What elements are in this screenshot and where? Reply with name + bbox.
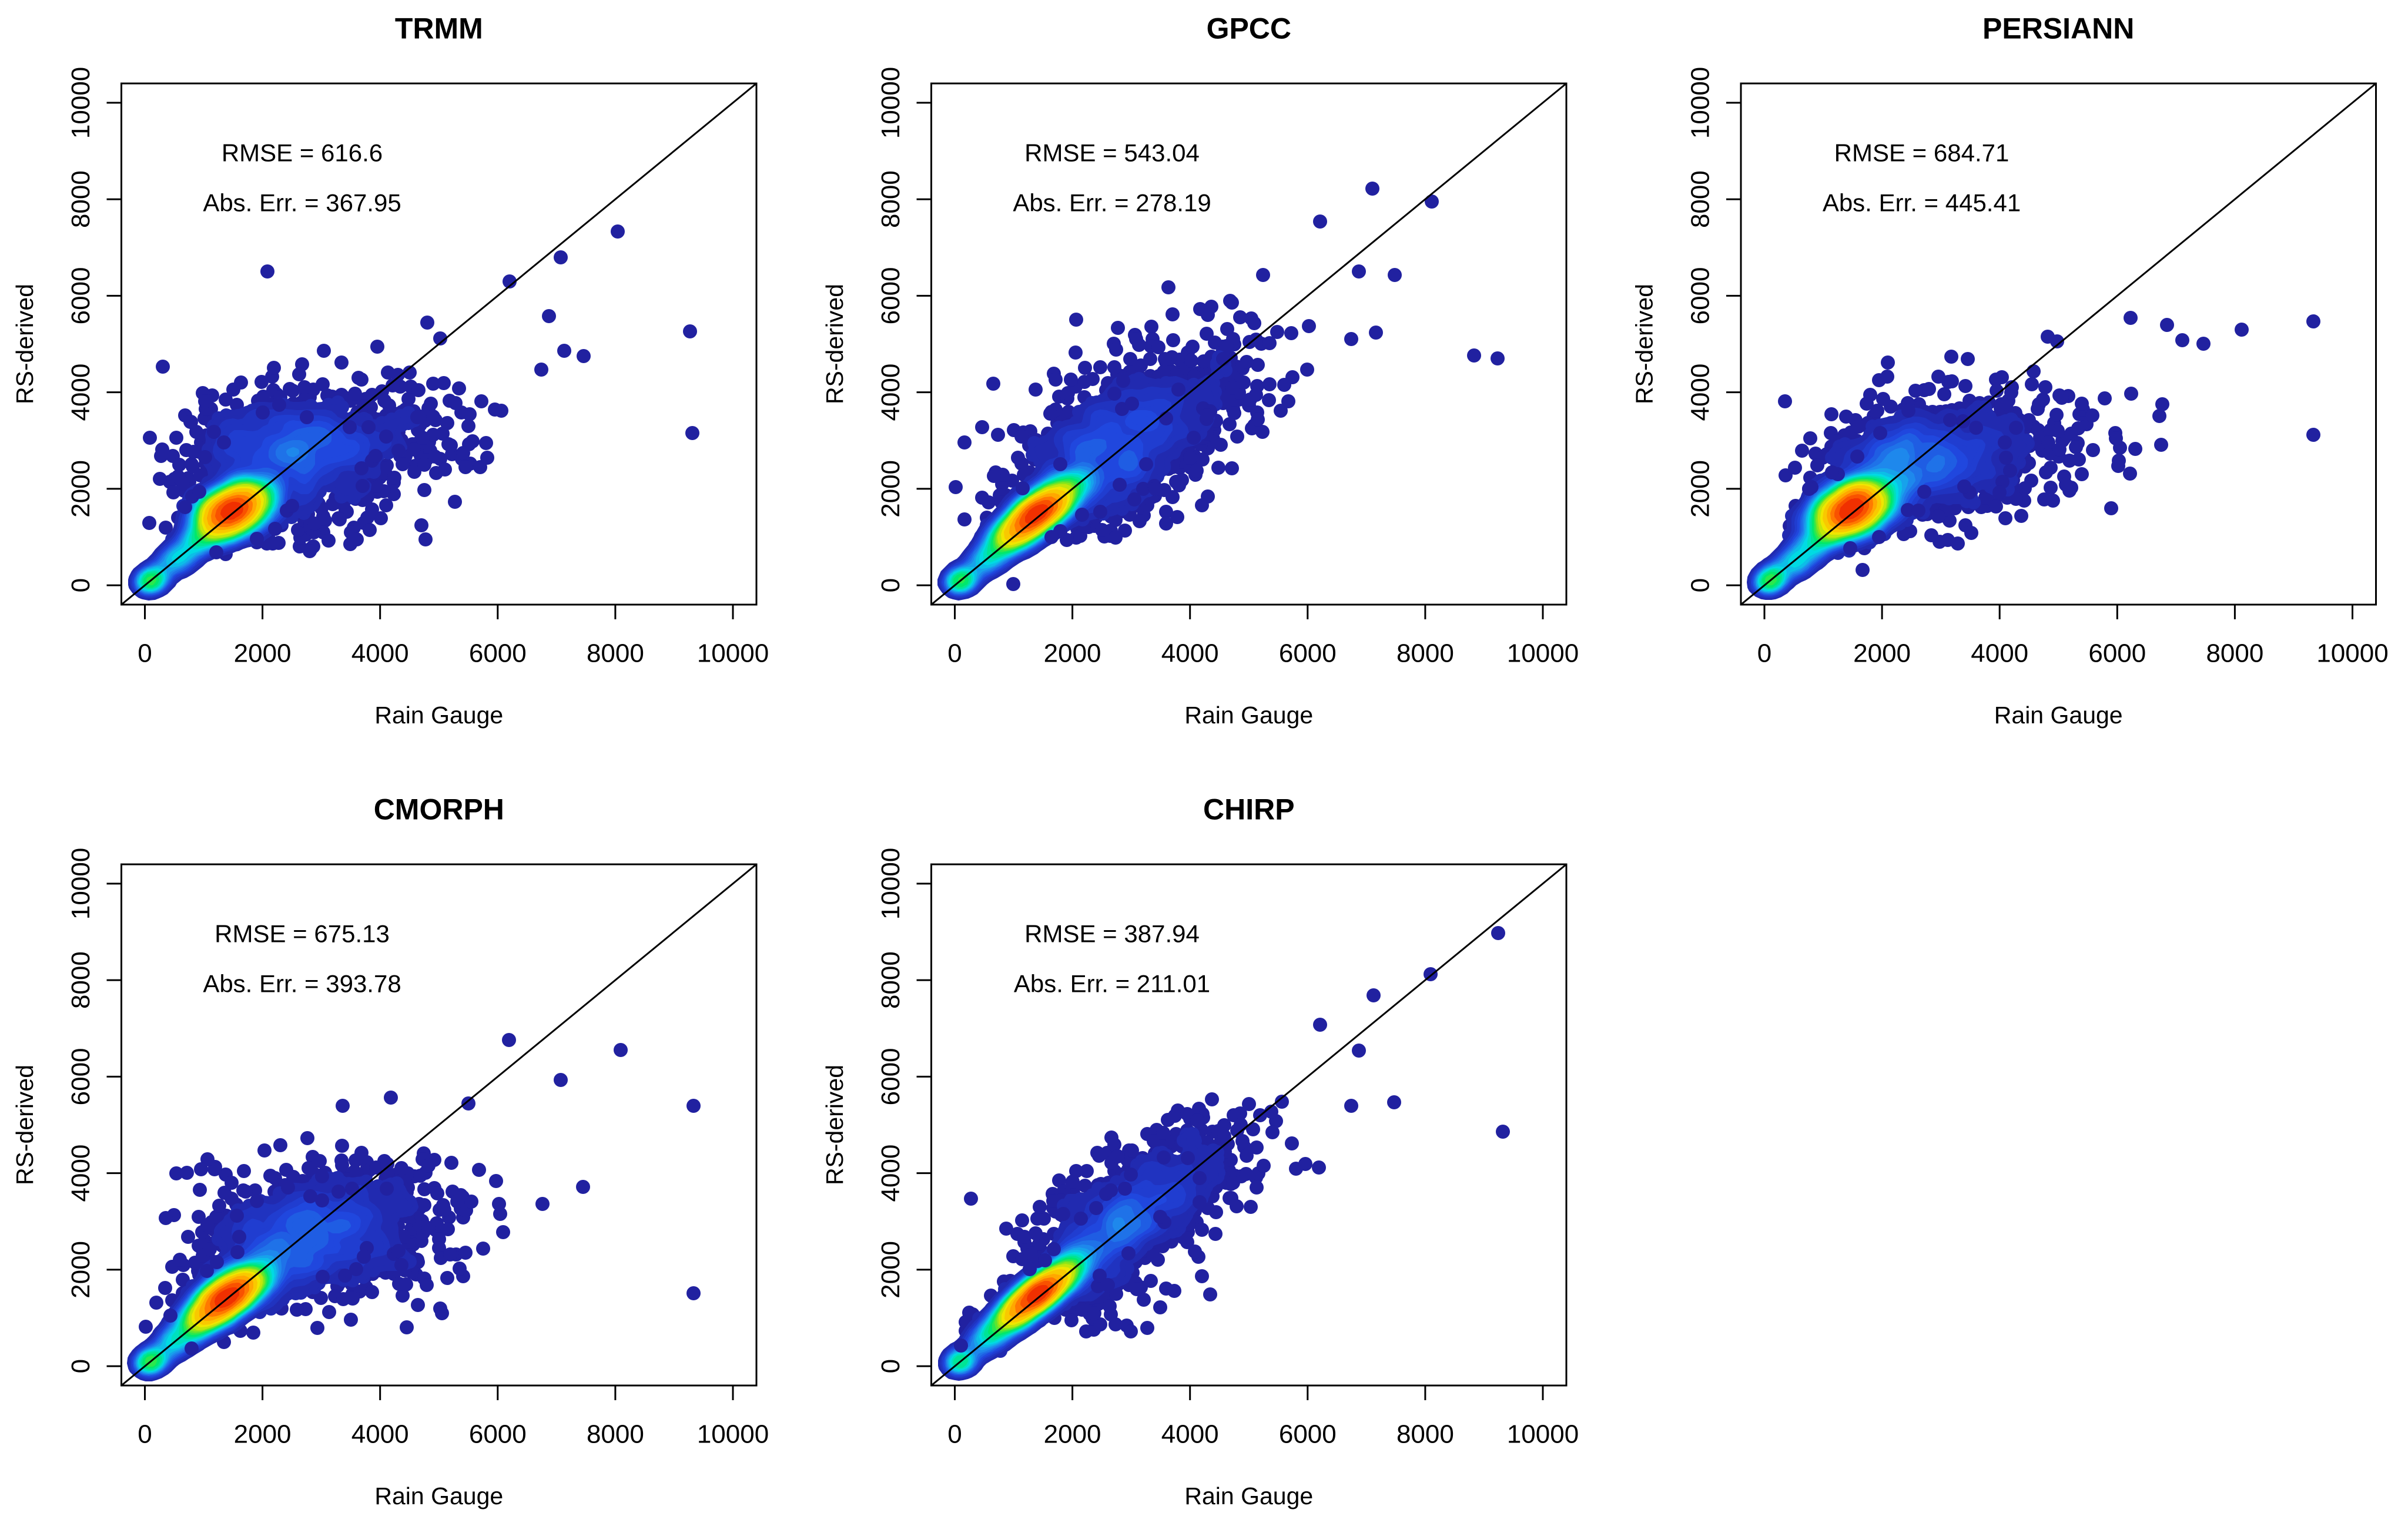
svg-text:4000: 4000 xyxy=(351,1420,409,1449)
svg-text:6000: 6000 xyxy=(1279,639,1337,668)
svg-text:0: 0 xyxy=(1757,639,1771,668)
svg-text:GPCC: GPCC xyxy=(1207,12,1291,45)
svg-text:4000: 4000 xyxy=(876,364,905,421)
svg-text:2000: 2000 xyxy=(876,1241,905,1299)
svg-text:0: 0 xyxy=(947,639,962,668)
svg-text:RS-derived: RS-derived xyxy=(11,1065,38,1185)
svg-text:TRMM: TRMM xyxy=(395,12,483,45)
svg-text:8000: 8000 xyxy=(587,1420,644,1449)
svg-text:10000: 10000 xyxy=(1507,639,1579,668)
svg-text:4000: 4000 xyxy=(66,364,95,421)
svg-text:2000: 2000 xyxy=(876,460,905,518)
svg-text:PERSIANN: PERSIANN xyxy=(1982,12,2134,45)
svg-text:6000: 6000 xyxy=(66,1048,95,1105)
svg-text:0: 0 xyxy=(876,578,905,592)
svg-text:8000: 8000 xyxy=(876,951,905,1009)
svg-text:RS-derived: RS-derived xyxy=(821,1065,848,1185)
svg-text:10000: 10000 xyxy=(66,67,95,139)
svg-text:CMORPH: CMORPH xyxy=(374,793,504,826)
svg-text:0: 0 xyxy=(876,1359,905,1373)
svg-text:Abs. Err. = 278.19: Abs. Err. = 278.19 xyxy=(1013,189,1211,217)
svg-text:4000: 4000 xyxy=(1161,1420,1219,1449)
svg-text:Rain Gauge: Rain Gauge xyxy=(1184,1482,1313,1509)
svg-text:6000: 6000 xyxy=(469,1420,527,1449)
svg-text:6000: 6000 xyxy=(1279,1420,1337,1449)
svg-text:4000: 4000 xyxy=(1686,364,1715,421)
svg-text:4000: 4000 xyxy=(66,1145,95,1202)
svg-text:Abs. Err. = 367.95: Abs. Err. = 367.95 xyxy=(203,189,401,217)
svg-text:0: 0 xyxy=(138,1420,152,1449)
svg-text:10000: 10000 xyxy=(697,1420,769,1449)
svg-text:8000: 8000 xyxy=(1396,1420,1454,1449)
svg-text:Abs. Err. = 393.78: Abs. Err. = 393.78 xyxy=(203,970,401,998)
svg-text:RMSE = 387.94: RMSE = 387.94 xyxy=(1024,920,1200,947)
svg-text:Rain Gauge: Rain Gauge xyxy=(1994,702,2123,729)
svg-text:0: 0 xyxy=(138,639,152,668)
svg-text:8000: 8000 xyxy=(1686,170,1715,228)
svg-text:10000: 10000 xyxy=(1507,1420,1579,1449)
svg-text:RMSE = 543.04: RMSE = 543.04 xyxy=(1024,139,1200,166)
svg-text:2000: 2000 xyxy=(66,1241,95,1299)
svg-text:6000: 6000 xyxy=(66,267,95,324)
svg-text:10000: 10000 xyxy=(1686,67,1715,139)
svg-text:Rain Gauge: Rain Gauge xyxy=(374,1482,503,1509)
svg-text:2000: 2000 xyxy=(66,460,95,518)
svg-text:4000: 4000 xyxy=(351,639,409,668)
svg-text:8000: 8000 xyxy=(2206,639,2263,668)
svg-text:2000: 2000 xyxy=(1044,639,1101,668)
svg-text:RMSE = 675.13: RMSE = 675.13 xyxy=(215,920,390,947)
svg-text:RMSE = 684.71: RMSE = 684.71 xyxy=(1834,139,2010,166)
svg-text:2000: 2000 xyxy=(1853,639,1911,668)
svg-text:2000: 2000 xyxy=(1686,460,1715,518)
svg-text:0: 0 xyxy=(1686,578,1715,592)
svg-text:8000: 8000 xyxy=(587,639,644,668)
svg-text:6000: 6000 xyxy=(876,267,905,324)
svg-text:10000: 10000 xyxy=(876,848,905,920)
svg-text:10000: 10000 xyxy=(697,639,769,668)
svg-text:10000: 10000 xyxy=(876,67,905,139)
svg-text:0: 0 xyxy=(66,1359,95,1373)
svg-text:8000: 8000 xyxy=(876,170,905,228)
svg-text:Rain Gauge: Rain Gauge xyxy=(374,702,503,729)
svg-text:2000: 2000 xyxy=(1044,1420,1101,1449)
svg-text:8000: 8000 xyxy=(66,951,95,1009)
svg-text:6000: 6000 xyxy=(2088,639,2146,668)
svg-text:10000: 10000 xyxy=(66,848,95,920)
svg-text:6000: 6000 xyxy=(469,639,527,668)
svg-text:4000: 4000 xyxy=(1161,639,1219,668)
svg-text:RS-derived: RS-derived xyxy=(1631,284,1658,404)
svg-text:RS-derived: RS-derived xyxy=(11,284,38,404)
svg-text:10000: 10000 xyxy=(2316,639,2388,668)
svg-text:6000: 6000 xyxy=(1686,267,1715,324)
svg-text:6000: 6000 xyxy=(876,1048,905,1105)
svg-text:2000: 2000 xyxy=(234,1420,292,1449)
svg-text:0: 0 xyxy=(947,1420,962,1449)
svg-text:Rain Gauge: Rain Gauge xyxy=(1184,702,1313,729)
svg-text:8000: 8000 xyxy=(1396,639,1454,668)
svg-text:2000: 2000 xyxy=(234,639,292,668)
svg-text:Abs. Err. = 445.41: Abs. Err. = 445.41 xyxy=(1823,189,2021,217)
svg-text:4000: 4000 xyxy=(1971,639,2028,668)
svg-text:0: 0 xyxy=(66,578,95,592)
svg-text:RMSE = 616.6: RMSE = 616.6 xyxy=(222,139,383,166)
svg-text:8000: 8000 xyxy=(66,170,95,228)
svg-text:Abs. Err. = 211.01: Abs. Err. = 211.01 xyxy=(1014,970,1210,998)
svg-text:RS-derived: RS-derived xyxy=(821,284,848,404)
svg-text:CHIRP: CHIRP xyxy=(1203,793,1295,826)
svg-text:4000: 4000 xyxy=(876,1145,905,1202)
